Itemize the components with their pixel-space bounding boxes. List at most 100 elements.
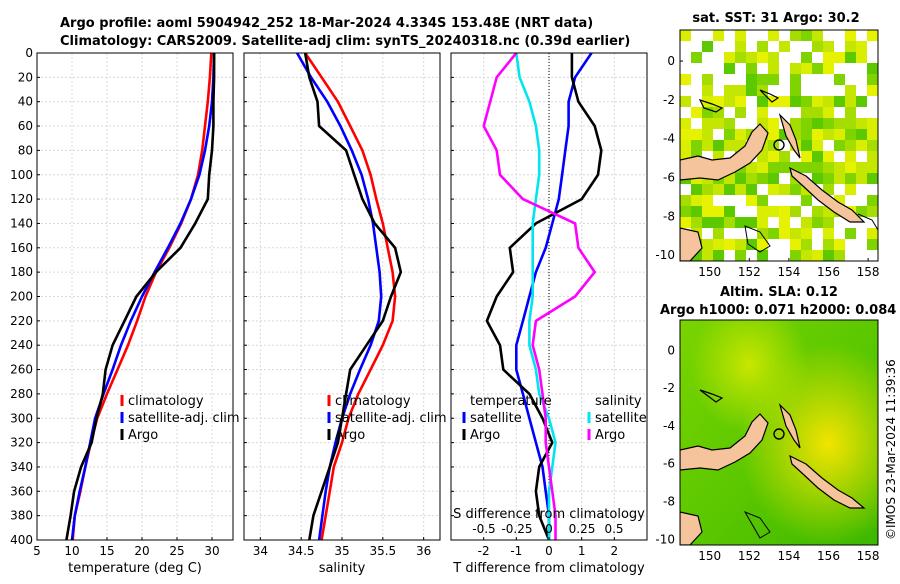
sst-map-ytick-label: -10 <box>655 248 675 262</box>
sla-map-frame <box>679 319 879 546</box>
sst-cell <box>856 162 867 173</box>
temperature-series-argo <box>65 53 216 541</box>
sst-cell <box>680 140 691 151</box>
salinity-xtick-label: 35 <box>334 544 349 558</box>
sst-map-xtick-label: 150 <box>698 265 721 279</box>
depth-tick-label: 140 <box>10 216 33 230</box>
difference-salinity-tick-label: 0.25 <box>569 522 596 536</box>
sst-cell <box>856 173 867 184</box>
sst-cell <box>713 30 724 41</box>
depth-tick-label: 40 <box>18 95 33 109</box>
sst-map-xtick-label: 156 <box>817 265 840 279</box>
difference-salinity-tick-label: -0.5 <box>472 522 495 536</box>
sst-cell <box>735 217 746 228</box>
difference-legend-label: satellite <box>470 411 522 426</box>
sst-cell <box>845 52 856 63</box>
sst-cell <box>680 151 691 162</box>
sst-cell <box>702 41 713 52</box>
sst-cell <box>735 96 746 107</box>
sst-cell <box>845 140 856 151</box>
sst-cell <box>702 74 713 85</box>
depth-tick-label: 240 <box>10 338 33 352</box>
sst-cell <box>779 162 790 173</box>
sst-cell <box>691 184 702 195</box>
sst-cell <box>834 195 845 206</box>
sst-cell <box>801 118 812 129</box>
sst-cell <box>801 63 812 74</box>
sst-cell <box>757 239 768 250</box>
sst-cell <box>812 63 823 74</box>
sst-cell <box>790 129 801 140</box>
sst-cell <box>713 206 724 217</box>
sst-map-ytick-label: -8 <box>663 209 675 223</box>
sst-cell <box>867 63 878 74</box>
sst-cell <box>746 52 757 63</box>
sst-cell <box>867 195 878 206</box>
sst-cell <box>702 217 713 228</box>
sst-cell <box>691 52 702 63</box>
sst-cell <box>823 206 834 217</box>
sst-cell <box>812 118 823 129</box>
temperature-xtick-label: 15 <box>99 544 114 558</box>
sst-cell <box>735 41 746 52</box>
difference-legend-heading-t: temperature <box>470 394 552 409</box>
sst-cell <box>735 140 746 151</box>
sst-cell <box>801 107 812 118</box>
difference-xlabel-top: S difference from climatology <box>453 507 645 522</box>
difference-xtick-label: 1 <box>578 544 586 558</box>
sst-map: sat. SST: 31 Argo: 30.2 <box>679 11 879 262</box>
temperature-panel: 0 20 40 60 80 100 120 140 160 180 200 220 240 260 280 3… <box>10 46 234 576</box>
sla-map-xtick-label: 158 <box>857 549 880 563</box>
sst-cell <box>757 151 768 162</box>
sst-cell <box>801 140 812 151</box>
difference-series-salinity-argo <box>482 52 597 540</box>
sst-map-title: sat. SST: 31 Argo: 30.2 <box>692 11 859 26</box>
temperature-legend-label: Argo <box>128 428 158 443</box>
sst-cell <box>746 184 757 195</box>
temperature-xtick-label: 20 <box>134 544 149 558</box>
sst-cell <box>746 217 757 228</box>
sst-cell <box>757 118 768 129</box>
difference-legend-label: satellite <box>595 411 647 426</box>
sst-cell <box>867 228 878 239</box>
salinity-xlabel: salinity <box>319 561 366 576</box>
sla-map-ytick-label: -2 <box>663 381 675 395</box>
sst-cell <box>801 239 812 250</box>
depth-tick-label: 340 <box>10 460 33 474</box>
depth-tick-label: 0 <box>25 46 33 60</box>
salinity-xtick-label: 34 <box>253 544 268 558</box>
sla-map: Altim. SLA: 0.12 Argo h1000: 0.071 h2000… <box>660 285 896 546</box>
sst-cell <box>801 195 812 206</box>
sst-cell <box>790 63 801 74</box>
temperature-series-satellite-adj-clim <box>70 52 216 541</box>
sst-cell <box>746 239 757 250</box>
difference-xtick-label: -1 <box>510 544 522 558</box>
sst-cell <box>768 151 779 162</box>
sst-cell <box>812 30 823 41</box>
sst-cell <box>834 140 845 151</box>
sst-map-axes: 150 152 154 156 158 0 -2 -4 -6 -8 -10 <box>655 54 879 279</box>
sst-cell <box>713 140 724 151</box>
depth-tick-label: 400 <box>10 533 33 547</box>
sst-cell <box>757 52 768 63</box>
sst-cell <box>845 96 856 107</box>
sst-cell <box>680 30 691 41</box>
sst-cell <box>779 129 790 140</box>
temperature-legend-label: satellite-adj. clim <box>128 411 240 426</box>
sst-cell <box>702 250 713 261</box>
sst-cell <box>691 129 702 140</box>
sst-cell <box>812 217 823 228</box>
difference-xtick-label: 0 <box>545 544 553 558</box>
sst-cell <box>845 129 856 140</box>
sst-cell <box>845 184 856 195</box>
sst-cell <box>845 85 856 96</box>
sst-cell <box>812 107 823 118</box>
depth-tick-label: 180 <box>10 265 33 279</box>
sst-cell <box>680 74 691 85</box>
sst-cell <box>845 162 856 173</box>
sst-cell <box>779 217 790 228</box>
sla-map-xtick-label: 152 <box>738 549 761 563</box>
sst-cell <box>768 173 779 184</box>
sst-cell <box>713 239 724 250</box>
